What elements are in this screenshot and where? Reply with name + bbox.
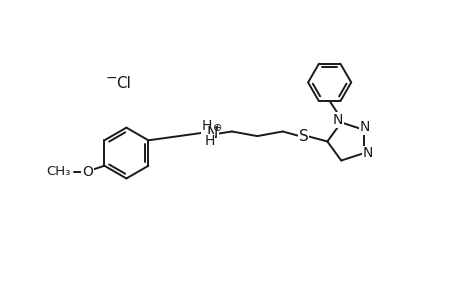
Text: −: −	[105, 70, 117, 85]
Text: N: N	[362, 146, 373, 160]
Text: H: H	[204, 134, 214, 148]
Text: O: O	[82, 165, 93, 179]
Text: N: N	[359, 120, 369, 134]
Text: N: N	[332, 113, 342, 127]
Text: N: N	[207, 126, 218, 141]
Text: S: S	[298, 129, 308, 144]
Text: ⊕: ⊕	[212, 123, 222, 134]
Text: CH₃: CH₃	[46, 165, 70, 178]
Text: Cl: Cl	[115, 76, 130, 91]
Text: H: H	[201, 119, 211, 133]
